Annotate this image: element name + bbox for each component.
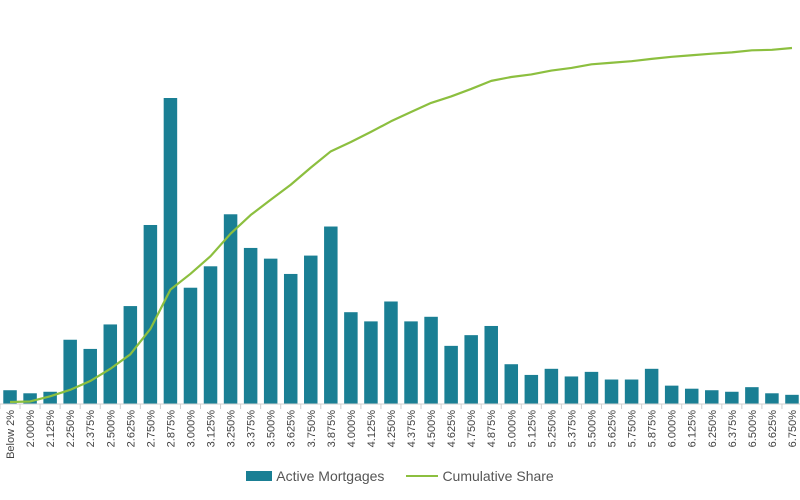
x-tick-label: 5.125% — [526, 410, 538, 448]
bar — [183, 287, 198, 404]
x-tick-label: 6.625% — [767, 410, 779, 448]
x-tick-label: 5.250% — [546, 410, 558, 448]
x-tick-label: 6.000% — [667, 410, 679, 448]
x-tick-labels: Below 2% 2.000% 2.125% 2.250% 2.375% 2.500% 2.… — [5, 410, 799, 459]
bar — [263, 258, 278, 404]
x-tick-marks — [0, 404, 783, 409]
x-tick-label: 2.375% — [85, 410, 97, 448]
x-tick-label: 2.875% — [165, 410, 177, 448]
bar — [344, 312, 358, 404]
bar — [684, 388, 699, 404]
bar — [243, 247, 258, 404]
x-tick-label: 2.000% — [25, 410, 37, 448]
x-tick-label: 5.750% — [627, 410, 639, 448]
x-tick-label: 3.500% — [266, 410, 278, 448]
bar — [604, 379, 619, 404]
bar — [464, 335, 478, 404]
x-tick-label: 4.875% — [486, 410, 498, 448]
bar — [725, 391, 739, 404]
x-tick-label: 5.625% — [607, 410, 619, 448]
x-tick-label: 4.000% — [346, 410, 358, 448]
legend-item-active-mortgages: Active Mortgages — [246, 468, 384, 484]
cumulative-share-line — [10, 46, 793, 404]
bar — [3, 390, 17, 404]
legend-swatch-line — [406, 475, 439, 477]
x-tick-label: 3.875% — [326, 410, 338, 448]
x-tick-label: 5.500% — [586, 410, 598, 448]
legend-label-active-mortgages: Active Mortgages — [276, 468, 385, 484]
x-tick-label: 2.500% — [105, 410, 117, 448]
bar — [524, 374, 539, 404]
x-tick-label: 4.500% — [426, 410, 438, 448]
bar-series — [3, 98, 799, 404]
bar — [745, 387, 759, 404]
x-tick-label: 6.375% — [727, 410, 739, 448]
x-tick-label: 2.125% — [45, 410, 57, 448]
bar — [705, 390, 719, 404]
bar — [424, 316, 438, 404]
bar — [223, 214, 238, 404]
x-tick-label: 4.125% — [366, 410, 378, 448]
x-tick-label: 5.000% — [506, 410, 518, 448]
bar — [484, 325, 498, 404]
x-tick-label: Below 2% — [5, 410, 17, 459]
x-tick-label: 3.625% — [286, 410, 298, 448]
bar — [404, 321, 418, 404]
bar — [143, 224, 158, 404]
legend-item-cumulative-share: Cumulative Share — [406, 468, 554, 484]
bar — [163, 98, 178, 404]
x-tick-label: 6.500% — [747, 410, 759, 448]
bar — [584, 371, 599, 404]
bar — [444, 345, 458, 404]
bar — [765, 393, 779, 404]
bar — [785, 394, 799, 404]
x-tick-label: 3.375% — [246, 410, 258, 448]
x-tick-label: 4.250% — [386, 410, 398, 448]
legend-label-cumulative-share: Cumulative Share — [442, 468, 554, 484]
x-tick-label: 2.625% — [125, 410, 137, 448]
bar — [544, 368, 559, 404]
bar — [283, 273, 298, 404]
x-tick-label: 4.750% — [466, 410, 478, 448]
bar — [364, 321, 378, 404]
bar — [324, 226, 338, 404]
bar — [664, 385, 679, 404]
x-tick-label: 3.125% — [206, 410, 218, 448]
bar — [103, 324, 118, 404]
bar — [203, 266, 218, 404]
bar — [624, 379, 639, 404]
x-tick-label: 5.375% — [566, 410, 578, 448]
bar — [83, 348, 97, 404]
x-tick-label: 6.250% — [707, 410, 719, 448]
x-tick-label: 5.875% — [647, 410, 659, 448]
bar — [504, 364, 519, 404]
bar — [23, 393, 37, 404]
x-tick-label: 3.000% — [185, 410, 197, 448]
x-tick-label: 6.125% — [687, 410, 699, 448]
x-tick-label: 6.750% — [787, 410, 799, 448]
x-tick-label: 3.250% — [226, 410, 238, 448]
legend-swatch-bar — [246, 471, 273, 481]
x-tick-label: 2.250% — [65, 410, 77, 448]
bar — [384, 301, 398, 404]
x-tick-label: 3.750% — [306, 410, 318, 448]
x-tick-label: 2.750% — [145, 410, 157, 448]
bar — [63, 339, 77, 404]
x-tick-label: 4.375% — [406, 410, 418, 448]
bar — [304, 255, 318, 404]
bar — [644, 368, 659, 404]
bar — [564, 376, 579, 404]
x-tick-label: 4.625% — [446, 410, 458, 448]
legend: Active Mortgages Cumulative Share — [0, 468, 800, 484]
